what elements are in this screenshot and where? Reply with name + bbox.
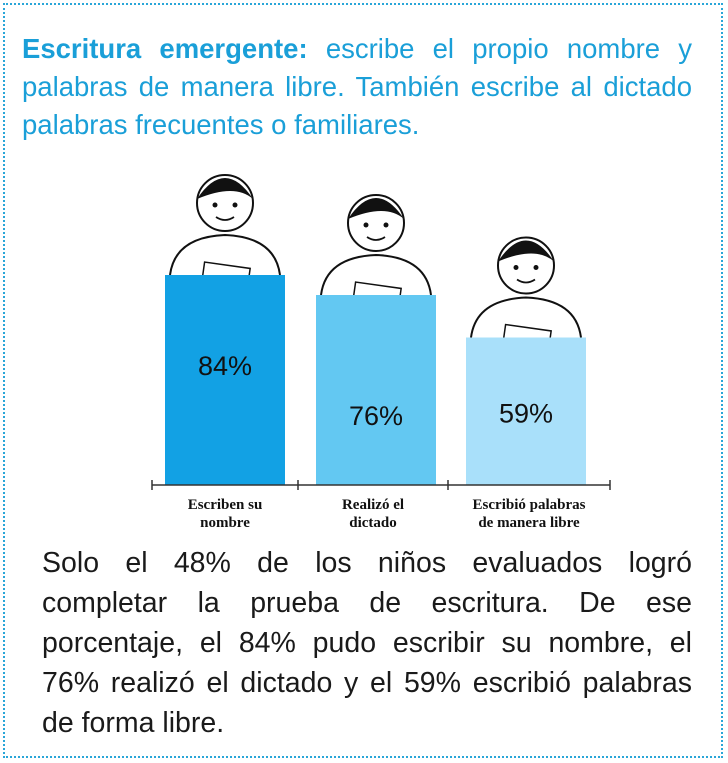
category-label: Escriben su — [188, 497, 263, 513]
category-label: dictado — [349, 515, 397, 531]
bars-group: 84% 76% 59% — [165, 275, 586, 485]
category-label: de manera libre — [478, 515, 580, 531]
summary-paragraph: Solo el 48% de los niños evaluados logró… — [42, 547, 692, 739]
bar — [165, 275, 285, 485]
bar-value-label: 76% — [349, 401, 403, 431]
bar — [316, 295, 436, 485]
bar-chart: 84% 76% 59% Escriben su nombre Realizó el dic… — [151, 174, 611, 531]
category-label: Escribió palabras — [473, 497, 586, 513]
category-labels: Escriben su nombre Realizó el dictado Escrib… — [151, 480, 611, 531]
category-label: Realizó el — [342, 497, 404, 513]
bar-value-label: 84% — [198, 351, 252, 381]
category-label: nombre — [200, 515, 250, 531]
intro-text: escribe el propio nombre y palabras de m… — [22, 33, 692, 140]
intro-paragraph: Escritura emergente: escribe el propio n… — [22, 30, 692, 144]
bar-value-label: 59% — [499, 399, 553, 429]
infographic-frame — [3, 3, 723, 758]
intro-heading: Escritura emergente: — [22, 33, 308, 64]
bar — [466, 337, 586, 485]
